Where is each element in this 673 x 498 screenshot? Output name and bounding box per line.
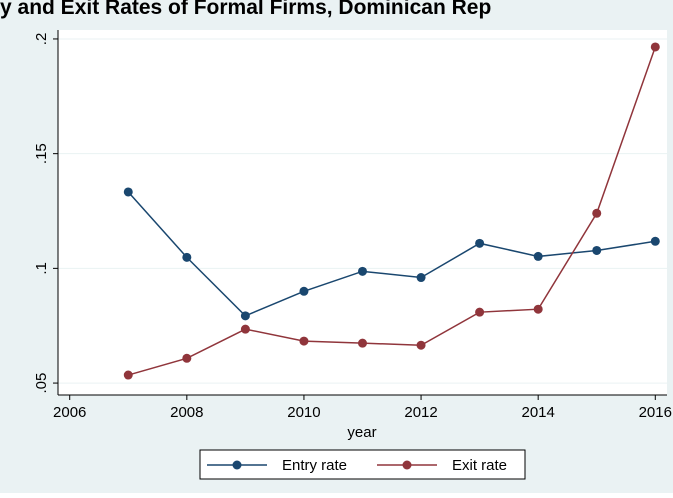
plot-area (58, 30, 667, 395)
point (592, 245, 602, 255)
x-tick-label: 2006 (53, 404, 86, 421)
x-axis-label: year (347, 424, 376, 441)
x-tick-label: 2008 (170, 404, 203, 421)
point (240, 324, 250, 334)
chart-title: y and Exit Rates of Formal Firms, Domini… (0, 0, 491, 19)
point (358, 338, 367, 348)
point (123, 370, 133, 380)
point (416, 340, 426, 350)
point (123, 187, 133, 197)
legend-label: Entry rate (282, 457, 347, 474)
point (182, 252, 192, 262)
y-tick-label: .2 (33, 33, 50, 46)
point (533, 304, 543, 314)
legend-marker (232, 460, 242, 470)
point (592, 208, 602, 218)
point (650, 42, 660, 52)
point (533, 251, 543, 261)
x-tick-label: 2014 (521, 404, 554, 421)
y-tick-label: .05 (33, 373, 50, 394)
point (299, 286, 309, 296)
point (240, 311, 250, 321)
point (475, 307, 485, 317)
legend-marker (402, 460, 412, 470)
x-tick-label: 2012 (404, 404, 437, 421)
point (299, 336, 309, 346)
legend-label: Exit rate (452, 457, 507, 474)
series-line (128, 46, 656, 376)
point (358, 266, 367, 276)
point (182, 353, 192, 363)
y-tick-label: .1 (33, 262, 50, 275)
x-tick-label: 2010 (287, 404, 320, 421)
y-tick-label: .15 (33, 143, 50, 164)
point (650, 236, 660, 246)
x-tick-label: 2016 (639, 404, 672, 421)
series-line (127, 191, 656, 317)
point (475, 238, 485, 248)
point (416, 273, 426, 283)
